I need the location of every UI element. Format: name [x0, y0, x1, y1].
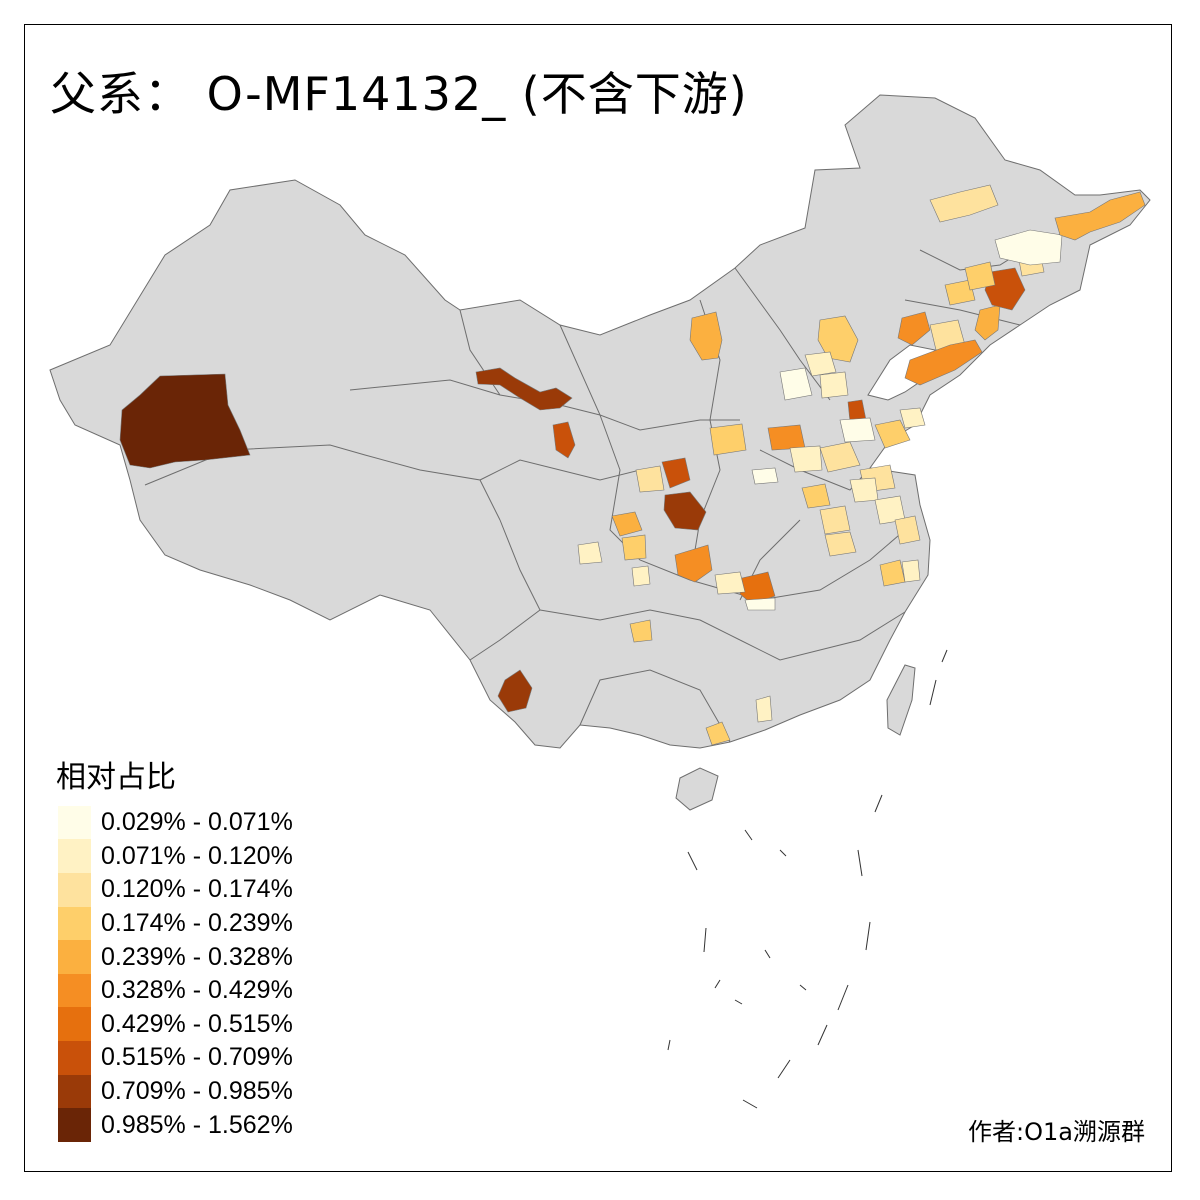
region-hebei-s-2 [789, 445, 823, 473]
region-heilongjiang-2 [1054, 191, 1146, 241]
highlighted-regions [119, 184, 1146, 746]
region-im-east [929, 184, 999, 223]
legend-swatch [58, 839, 91, 874]
legend-label: 0.429% - 0.515% [101, 1009, 293, 1038]
region-ningxia-1 [552, 421, 576, 459]
region-jiangsu-2 [894, 515, 921, 545]
legend-label: 0.029% - 0.071% [101, 808, 293, 837]
region-anhui-2 [824, 531, 857, 557]
region-jilin-1 [984, 267, 1026, 311]
legend-swatch [58, 906, 91, 941]
taiwan [886, 664, 916, 736]
region-liaoning-5 [944, 279, 976, 306]
region-hebei-2 [804, 351, 837, 377]
legend-swatch [58, 973, 91, 1008]
legend-label: 0.071% - 0.120% [101, 841, 293, 870]
region-hebei-s-1 [767, 424, 806, 451]
legend-label: 0.174% - 0.239% [101, 909, 293, 938]
region-sichuan-3 [577, 541, 603, 565]
legend-item: 0.515% - 0.709% [58, 1040, 293, 1075]
author-credit: 作者:O1a溯源群 [968, 1118, 1145, 1146]
legend-label: 0.120% - 0.174% [101, 875, 293, 904]
region-liaoning-1 [897, 311, 931, 346]
region-hubei-2 [714, 571, 746, 595]
region-shandong-2 [839, 417, 876, 443]
legend-swatch [58, 1074, 91, 1109]
legend-swatch [58, 940, 91, 975]
province-borders [144, 229, 1076, 743]
legend-item: 0.174% - 0.239% [58, 906, 293, 941]
region-shandong-3 [874, 419, 911, 449]
region-henan-2 [801, 483, 831, 509]
region-henan-1 [751, 467, 779, 485]
legend-item: 0.120% - 0.174% [58, 872, 293, 907]
region-shanxi-1 [709, 423, 747, 456]
region-liaoning-3 [904, 339, 983, 386]
region-zhejiang-2 [901, 559, 921, 583]
region-yunnan-sw [497, 669, 533, 713]
region-shaanxi-2 [661, 457, 691, 489]
legend-item: 0.985% - 1.562% [58, 1108, 293, 1143]
region-xinjiang-west [119, 373, 251, 469]
region-henan-3 [819, 505, 851, 535]
region-anhui-1 [849, 477, 879, 503]
region-heilongjiang-1 [994, 229, 1063, 266]
legend-label: 0.985% - 1.562% [101, 1110, 293, 1139]
legend-label: 0.239% - 0.328% [101, 942, 293, 971]
region-gansu-hexi [475, 367, 573, 411]
region-sichuan-2 [621, 534, 647, 561]
region-hubei-3 [744, 597, 776, 611]
region-shandong-1 [819, 441, 861, 473]
map-frame [24, 24, 1172, 1172]
legend-item: 0.328% - 0.429% [58, 973, 293, 1008]
legend-item: 0.239% - 0.328% [58, 940, 293, 975]
region-sichuan-1 [611, 511, 643, 537]
region-hebei-4 [819, 371, 849, 399]
region-guangdong-2 [755, 695, 773, 723]
legend-title: 相对占比 [56, 760, 176, 795]
south-china-sea-islands [667, 649, 948, 1109]
region-guangdong-1 [705, 721, 731, 746]
legend-swatch [58, 1040, 91, 1075]
map-title: 父系： O-MF14132_ (不含下游) [50, 67, 748, 121]
legend: 0.029% - 0.071% 0.071% - 0.120% 0.120% -… [58, 805, 293, 1143]
region-im-1 [689, 311, 723, 361]
legend-swatch [58, 805, 91, 840]
legend-swatch [58, 872, 91, 907]
legend-label: 0.709% - 0.985% [101, 1077, 293, 1106]
region-shaanxi-3 [635, 465, 665, 493]
mainland-china [49, 94, 1151, 749]
hainan [675, 767, 719, 811]
region-chongqing [674, 544, 713, 583]
legend-label: 0.328% - 0.429% [101, 976, 293, 1005]
region-shaanxi-1 [663, 491, 707, 531]
legend-label: 0.515% - 0.709% [101, 1043, 293, 1072]
legend-swatch [58, 1108, 91, 1143]
legend-item: 0.709% - 0.985% [58, 1074, 293, 1109]
legend-item: 0.071% - 0.120% [58, 839, 293, 874]
legend-item: 0.429% - 0.515% [58, 1007, 293, 1042]
legend-swatch [58, 1007, 91, 1042]
region-sichuan-4 [631, 565, 651, 587]
legend-item: 0.029% - 0.071% [58, 805, 293, 840]
region-shandong-4 [899, 407, 926, 429]
region-guizhou-1 [629, 619, 653, 643]
region-hebei-3 [779, 367, 813, 401]
region-hebei-1 [817, 315, 859, 363]
region-jilin-2 [964, 261, 996, 291]
